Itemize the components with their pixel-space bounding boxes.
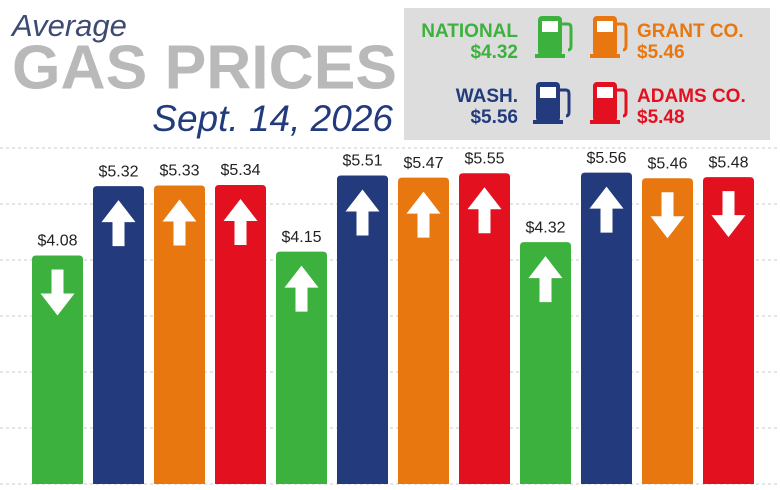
pump-icon xyxy=(590,120,620,124)
pump-icon xyxy=(535,54,565,58)
bar xyxy=(581,172,632,484)
legend-price: $5.48 xyxy=(637,107,685,128)
bar xyxy=(215,184,266,484)
trend-arrow xyxy=(345,189,380,236)
legend-label: ADAMS CO. xyxy=(637,86,746,107)
subtitle: Sept. 14, 2026 xyxy=(152,98,393,139)
bar xyxy=(276,251,327,484)
value-label: $4.32 xyxy=(525,219,565,236)
legend-label: GRANT CO. xyxy=(637,21,744,42)
bar xyxy=(703,177,754,484)
bars: $4.08 $5.32 $5.33 $5.34 $4.15 $5.51 $5.47 $5.55… xyxy=(32,150,754,485)
legend-price: $5.46 xyxy=(637,42,685,63)
value-label: $5.32 xyxy=(98,163,138,180)
bar xyxy=(93,186,144,484)
bar xyxy=(459,173,510,484)
trend-arrow xyxy=(528,256,563,303)
pump-icon xyxy=(533,120,563,124)
bar xyxy=(32,255,83,484)
trend-arrow xyxy=(40,269,75,316)
value-label: $5.47 xyxy=(403,155,443,172)
value-label: $5.55 xyxy=(464,150,504,167)
value-label: $5.34 xyxy=(220,162,260,179)
legend-label: NATIONAL xyxy=(421,21,518,42)
bar xyxy=(398,177,449,484)
kicker: Average xyxy=(10,8,127,43)
bar xyxy=(154,185,205,484)
value-label: $4.08 xyxy=(37,233,77,250)
pump-icon xyxy=(597,21,613,32)
value-label: $5.46 xyxy=(647,155,687,172)
trend-arrow xyxy=(284,265,319,312)
pump-icon xyxy=(617,88,628,118)
trend-arrow xyxy=(589,186,624,233)
trend-arrow xyxy=(650,192,685,239)
value-label: $4.15 xyxy=(281,229,321,246)
trend-arrow xyxy=(467,187,502,234)
pump-icon xyxy=(617,22,628,52)
bar xyxy=(337,175,388,484)
trend-arrow xyxy=(223,198,258,245)
legend: NATIONAL$4.32 WASH.$5.56 GRANT CO.$5.46 ADA… xyxy=(421,16,746,128)
value-label: $5.51 xyxy=(342,153,382,170)
legend-label: WASH. xyxy=(456,86,518,107)
pump-icon xyxy=(562,22,573,52)
bar xyxy=(520,242,571,484)
pump-icon xyxy=(540,87,556,98)
value-label: $5.48 xyxy=(708,154,748,171)
trend-arrow xyxy=(711,191,746,238)
trend-arrow xyxy=(101,200,136,247)
legend-price: $4.32 xyxy=(470,42,518,63)
value-label: $5.33 xyxy=(159,163,199,180)
pump-icon xyxy=(597,87,613,98)
pump-icon xyxy=(542,21,558,32)
pump-icon xyxy=(590,54,620,58)
bar xyxy=(642,178,693,485)
pump-icon xyxy=(560,88,571,118)
legend-price: $5.56 xyxy=(470,107,518,128)
legend-box xyxy=(404,8,770,140)
chart-title: GAS PRICES xyxy=(12,33,397,102)
value-label: $5.56 xyxy=(586,150,626,167)
trend-arrow xyxy=(406,191,441,238)
trend-arrow xyxy=(162,199,197,246)
